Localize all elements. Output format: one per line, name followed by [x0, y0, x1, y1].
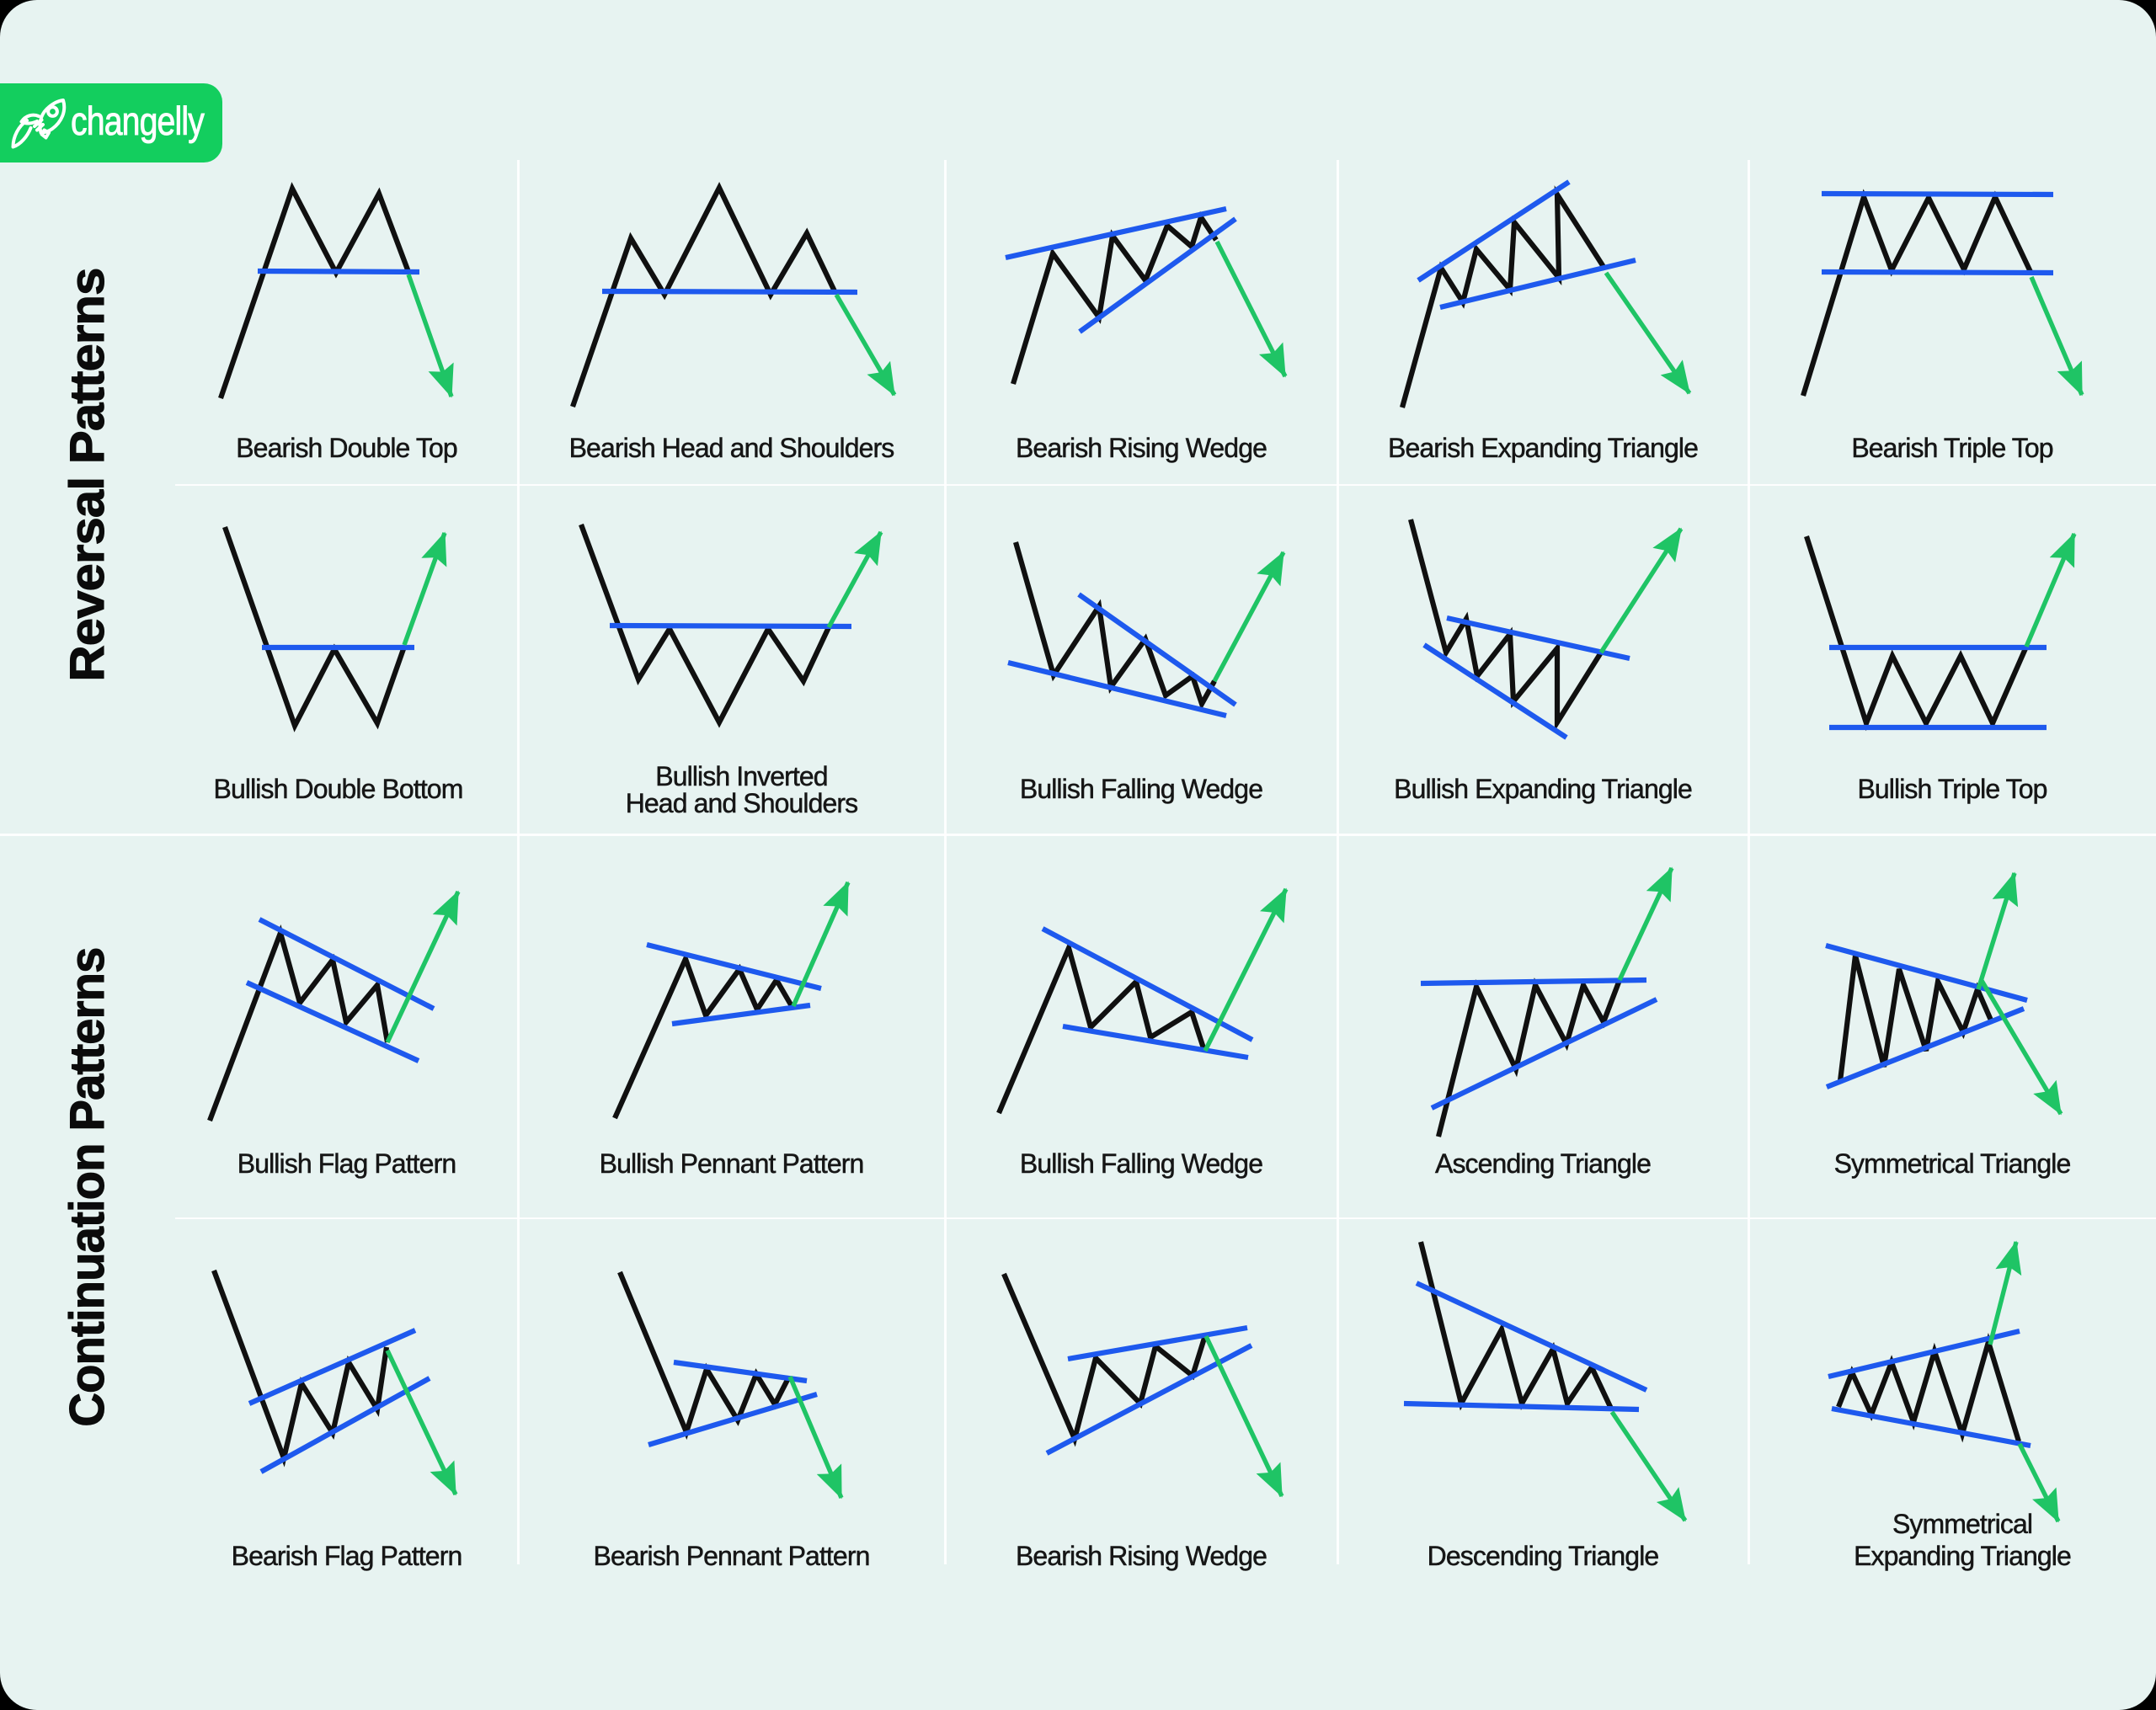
svg-text:changelly: changelly	[71, 99, 205, 143]
